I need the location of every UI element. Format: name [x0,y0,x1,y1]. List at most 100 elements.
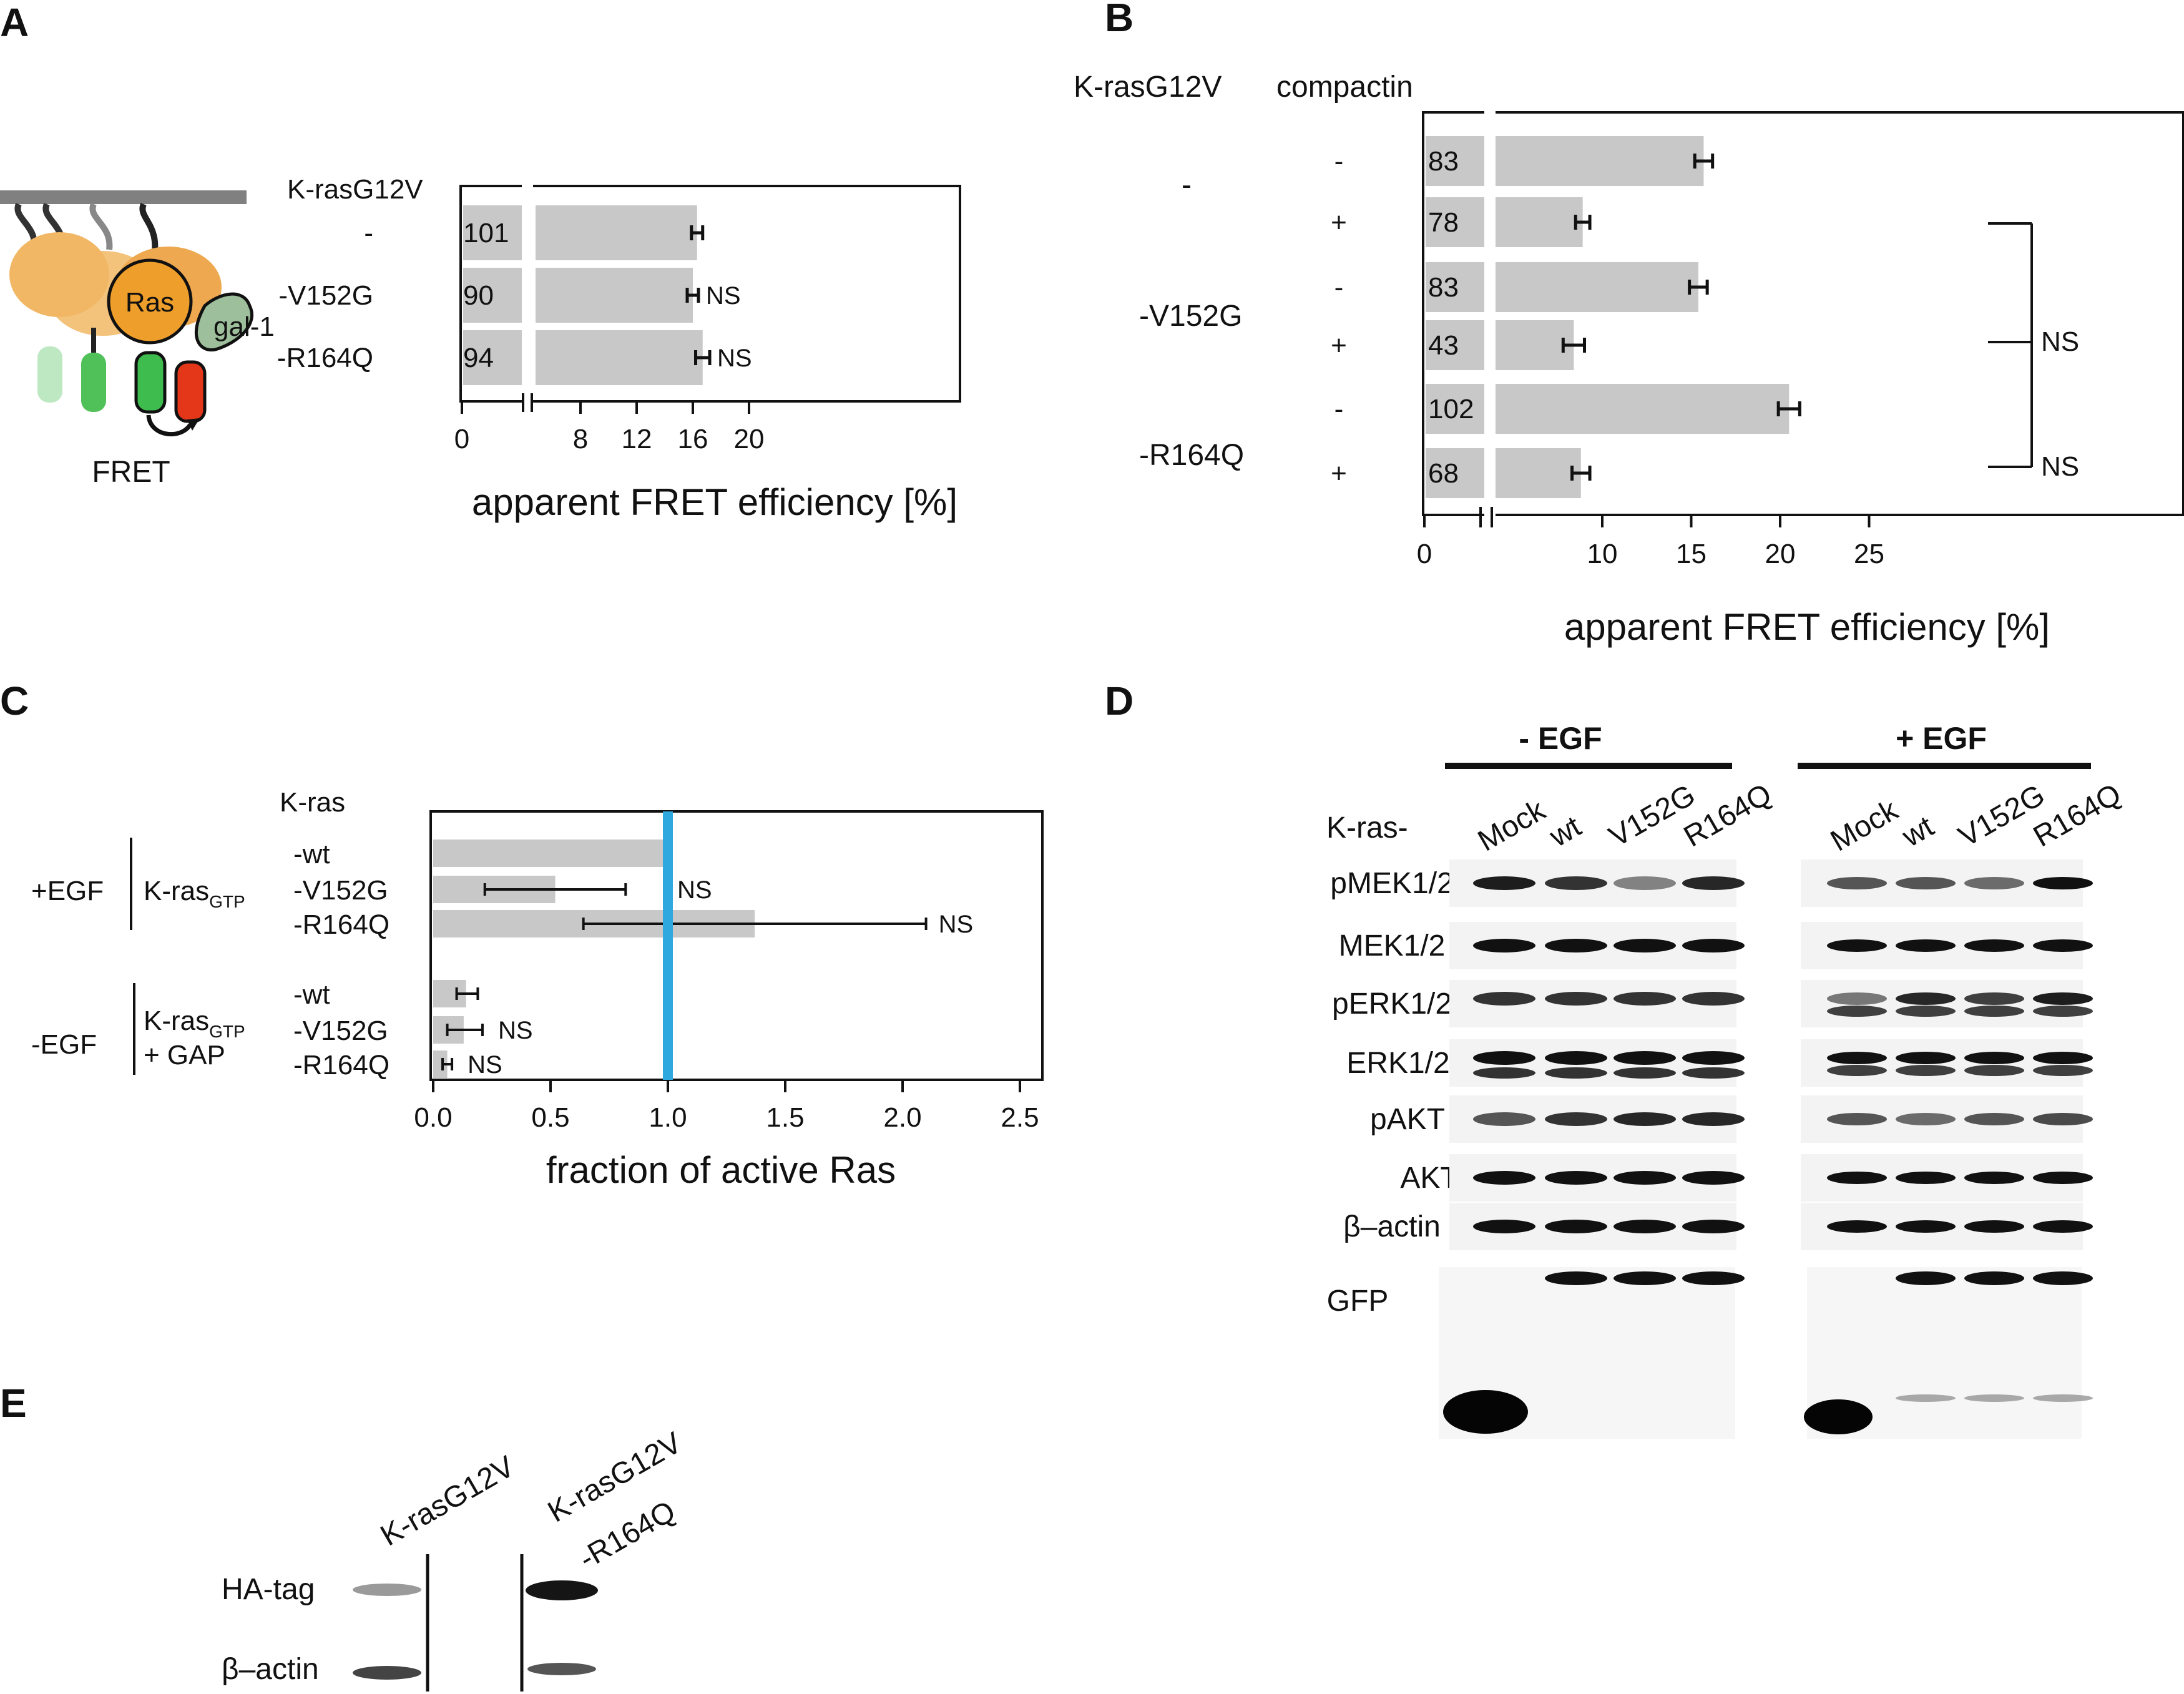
blot-d-band [1896,1220,1956,1233]
blot-d-band [1614,1220,1676,1233]
chart-c-sig: NS [677,876,712,904]
gal1-label: gal-1 [213,311,275,342]
blot-d-row-label: β–actin [1343,1210,1441,1243]
blot-d-group-minus: - EGF [1519,721,1602,756]
blot-d-band [1473,876,1535,890]
chart-b-count: 68 [1428,458,1459,489]
chart-a-bar [536,268,693,323]
blot-d-band [1827,1172,1887,1184]
chart-b-xlabel: apparent FRET efficiency [%] [1564,606,2050,648]
blot-d-band [1545,1220,1607,1233]
blot-d-band [1964,877,2024,889]
gfp-left [81,353,106,412]
blot-d-band [1896,1271,1956,1285]
chart-b-count: 83 [1428,272,1459,303]
chart-a-bar-start [463,268,522,323]
blot-d-band [1827,1220,1887,1233]
chart-c-kras-gtp-label: K-rasGTP [144,876,245,911]
blot-d-band [1614,939,1676,952]
blot-d-band [1473,1051,1535,1065]
chart-c-row-label: -R164Q [293,1050,389,1080]
blot-d-band [1827,877,1887,889]
chart-c-sig: NS [468,1051,502,1079]
blot-d-row-label: pERK1/2 [1332,987,1452,1021]
chart-b-bar-start [1426,320,1484,370]
gal1-shape [194,292,254,352]
blot-d-lane-label: R164Q [2028,778,2127,854]
membrane [0,190,247,204]
chart-a-bar-start [463,205,522,260]
chart-c-cond-egf-minus: -EGF [31,1029,97,1060]
chart-c-tick: 0.0 [414,1102,452,1133]
chart-b-bar-start [1426,262,1484,312]
chart-c-sig: NS [498,1017,533,1044]
chart-b-bar-start [1426,448,1484,498]
blot-d-band [1614,992,1676,1006]
chart-b-header-right: compactin [1276,71,1413,104]
blot-d-band [1804,1399,1873,1434]
panel-e-label: E [0,1381,27,1426]
blot-d-band [1964,1052,2024,1064]
blot-e-label-ha: HA-tag [222,1573,315,1606]
panel-c: C K-ras +EGF K-rasGTP -EGF K-rasGTP + GA… [0,678,1044,1191]
chart-b-bar-start [1426,197,1484,247]
chart-c-tick: 2.0 [883,1102,921,1133]
blot-d-band [1896,1113,1956,1125]
chart-b-compactin: + [1331,458,1347,489]
blot-d-band [1545,876,1607,890]
chart-a-count: 101 [463,218,509,248]
chart-a-frame [459,185,961,403]
chart-b-bar [1496,448,1581,498]
blot-d-band [1473,992,1535,1006]
chart-b-compactin: - [1334,146,1344,177]
blot-d-band [1964,1172,2024,1184]
chart-b-bar [1496,320,1574,370]
blot-d-band [1545,1271,1607,1285]
chart-b-count: 43 [1428,330,1459,361]
blot-d-band [1682,1171,1745,1185]
blot-d-lane-label: V152G [1604,778,1701,854]
chart-a-sig: NS [717,345,752,372]
blot-d-band [1964,992,2024,1005]
chart-b-bar [1496,384,1790,434]
ras-circle [107,258,193,345]
chart-b-group-label: -V152G [1139,300,1242,333]
blot-d-row-label: ERK1/2 [1346,1047,1449,1080]
chart-b-count: 102 [1428,394,1474,424]
chart-c-tick: 1.0 [649,1102,687,1133]
blot-d-band [1614,1051,1676,1065]
blot-d-band [1473,939,1535,952]
chart-b-tick: 15 [1676,539,1707,569]
blot-d-lane-label: Mock [1472,793,1552,858]
chart-b-bar-start [1426,136,1484,186]
blot-d-band [1964,1271,2024,1285]
panel-b-label: B [1105,0,1134,40]
blot-e-band [526,1580,598,1600]
chart-c-frame [429,810,1044,1081]
chart-b-count: 83 [1428,146,1459,177]
chart-b-bracket-sig-2: NS [2041,451,2079,482]
blot-d-band [1614,1171,1676,1185]
chart-a-bar-start [463,330,522,385]
blot-d-band [1896,877,1956,889]
chart-b-brackets: NS NS [1988,222,2079,482]
blot-d-band [1896,1052,1956,1064]
blot-d-band [1443,1390,1528,1434]
blot-d-band [2033,939,2093,952]
blot-d-group-plus: + EGF [1896,721,1987,756]
blot-d-band [1614,1112,1676,1126]
blot-d-band [1964,939,2024,952]
panel-d-label: D [1105,678,1134,723]
blot-d-band [1614,876,1676,890]
chart-a-row-label: -R164Q [277,343,373,373]
panel-b: B K-rasG12V compactin - -V152G -R164Q - 83 +… [1074,0,2184,648]
gfp-donor [134,351,167,414]
fret-schematic: Ras gal-1 FRET [0,190,275,489]
panel-e: E K-rasG12V K-rasG12V -R164Q HA-tag β–ac… [0,1381,687,1692]
chart-c-header: K-ras [280,787,345,818]
blot-d-lane-label: V152G [1953,778,2050,854]
fret-label: FRET [92,456,170,489]
blot-d-band [1473,1220,1535,1233]
